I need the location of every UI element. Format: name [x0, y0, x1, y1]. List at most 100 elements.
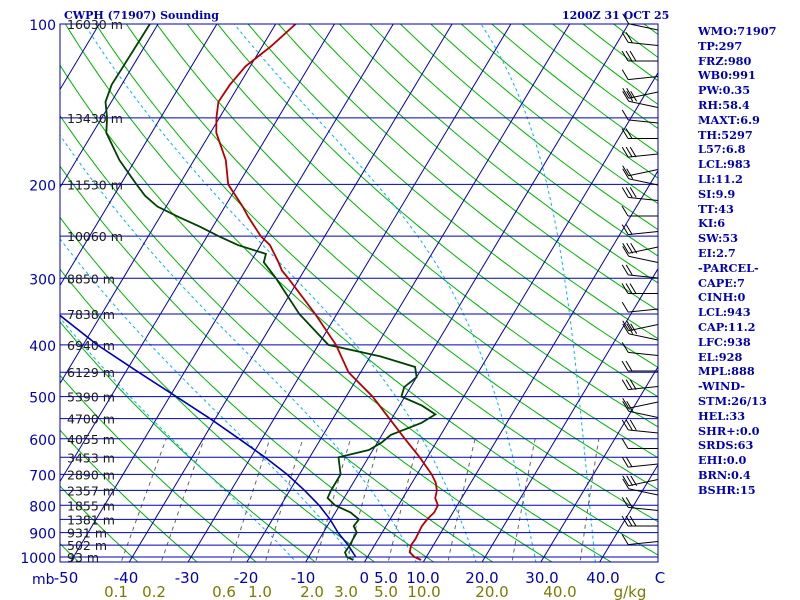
index-line: -PARCEL- — [698, 260, 759, 275]
wind-barb — [621, 146, 659, 158]
wind-barb-shaft — [628, 23, 659, 31]
index-line: EI:2.7 — [698, 245, 736, 260]
wind-barb — [621, 456, 659, 468]
index-line: EL:928 — [698, 349, 743, 364]
wind-barb — [622, 320, 659, 332]
dry-adiabat-line — [60, 321, 317, 562]
dry-adiabat-line — [156, 24, 658, 459]
mixing-ratio-tick-label: 5.0 — [374, 583, 398, 600]
wind-barb — [621, 205, 658, 217]
index-line: MAXT:6.9 — [698, 112, 760, 127]
isotherm-line — [363, 71, 658, 562]
height-label: 10060 m — [67, 229, 123, 244]
dry-adiabat-line — [369, 24, 658, 257]
index-line: BRN:0.4 — [698, 467, 751, 482]
index-line: CAPE:7 — [698, 275, 745, 290]
wind-barb-flag — [626, 168, 634, 180]
mixing-ratio-tick-label: 0.2 — [142, 583, 166, 600]
dry-adiabat-line — [60, 114, 553, 562]
wind-barb-flag — [626, 401, 634, 412]
mixing-ratio-tick-label: 0.6 — [212, 583, 236, 600]
mixing-ratio-tick-label: 1.0 — [248, 583, 272, 600]
wind-barb — [621, 283, 658, 294]
wind-barb-flag — [625, 419, 633, 431]
wind-barb — [621, 128, 658, 139]
wind-barb-flag — [621, 342, 629, 353]
dry-adiabat-line — [60, 216, 435, 562]
isotherm-line — [60, 24, 336, 483]
wind-barb-flag — [621, 264, 629, 276]
temperature-tick-label: 30.0 — [525, 569, 558, 587]
wind-barb-flag — [625, 50, 633, 62]
wind-barb — [621, 32, 659, 46]
isotherm-line — [187, 24, 512, 562]
wind-barb-flag — [629, 419, 637, 431]
index-line: HEL:33 — [698, 408, 746, 423]
mixing-ratio-tick-label: g/kg — [614, 583, 647, 600]
wind-barb-shaft — [628, 231, 659, 236]
wind-barb — [621, 360, 658, 372]
pressure-tick-label: 1000 — [20, 551, 56, 567]
wind-barb-shaft — [628, 479, 659, 487]
pressure-tick-label: 400 — [29, 339, 56, 355]
dewpoint-trace — [104, 24, 438, 561]
wind-barb-flag — [629, 50, 637, 62]
wind-barb — [622, 168, 659, 186]
wind-barb-shaft — [628, 308, 659, 313]
wind-barb — [622, 13, 659, 31]
wind-barb-flag — [621, 419, 629, 431]
wind-barb-flag — [626, 91, 634, 102]
temperature-tick-label: 40.0 — [586, 569, 619, 587]
index-line: BSHR:15 — [698, 482, 756, 497]
index-line: LCL:983 — [698, 157, 751, 172]
index-line: CINH:0 — [698, 290, 746, 305]
wind-barb — [621, 50, 658, 62]
index-line: TT:43 — [698, 201, 734, 216]
wind-barb — [622, 242, 659, 254]
wind-barb-flag — [625, 283, 633, 294]
dry-adiabat-line — [338, 24, 658, 284]
wind-barb — [621, 497, 659, 511]
wind-barb-flag — [626, 475, 634, 486]
index-line: SHR+:0.0 — [698, 423, 760, 438]
wind-barb-flag — [621, 224, 629, 235]
wind-barb-flag — [630, 323, 638, 335]
wind-barb — [622, 91, 659, 108]
wind-barb — [622, 165, 659, 177]
wind-barb-flag — [622, 397, 630, 409]
wind-barb-flag — [629, 146, 637, 158]
temperature-tick-label: C — [655, 569, 665, 587]
height-label: 16030 m — [67, 17, 123, 32]
temperature-tick-label: -30 — [175, 569, 200, 587]
wind-barb-shaft — [628, 401, 659, 409]
dry-adiabat-line — [125, 24, 658, 490]
wind-barb — [621, 224, 659, 236]
height-label: 8850 m — [67, 271, 115, 286]
wind-barb — [621, 109, 659, 124]
index-line: LI:11.2 — [698, 171, 743, 186]
wind-barb-shaft — [628, 351, 659, 356]
wind-barb-flag — [622, 165, 630, 176]
dry-adiabat-line — [308, 24, 658, 312]
isotherm-line — [599, 463, 658, 562]
wind-barb-flag — [622, 87, 630, 99]
wind-barb-shaft — [628, 255, 659, 263]
wind-barb-flag — [621, 534, 629, 545]
wind-barb-flag — [621, 69, 629, 80]
wind-barb-flag — [621, 32, 629, 43]
wind-barb-flag — [626, 323, 634, 335]
wind-barb-flag — [621, 128, 629, 139]
wind-barb — [622, 87, 659, 99]
moist-adiabat-line — [233, 24, 537, 562]
wind-barb-shaft — [628, 488, 659, 496]
wind-barb — [621, 69, 659, 81]
height-label: 502 m — [67, 538, 107, 553]
wind-barb-shaft — [628, 196, 659, 201]
wind-barb-flag — [625, 187, 633, 198]
mixing-ratio-line — [447, 438, 476, 562]
indices-panel: WMO:71907 TP:297 FRZ:980 WB0:991 PW:0.35 RH:5… — [698, 24, 798, 498]
valid-time: 1200Z 31 OCT 25 — [562, 9, 670, 22]
wind-barb — [621, 515, 658, 527]
mixing-ratio-line — [579, 438, 600, 562]
